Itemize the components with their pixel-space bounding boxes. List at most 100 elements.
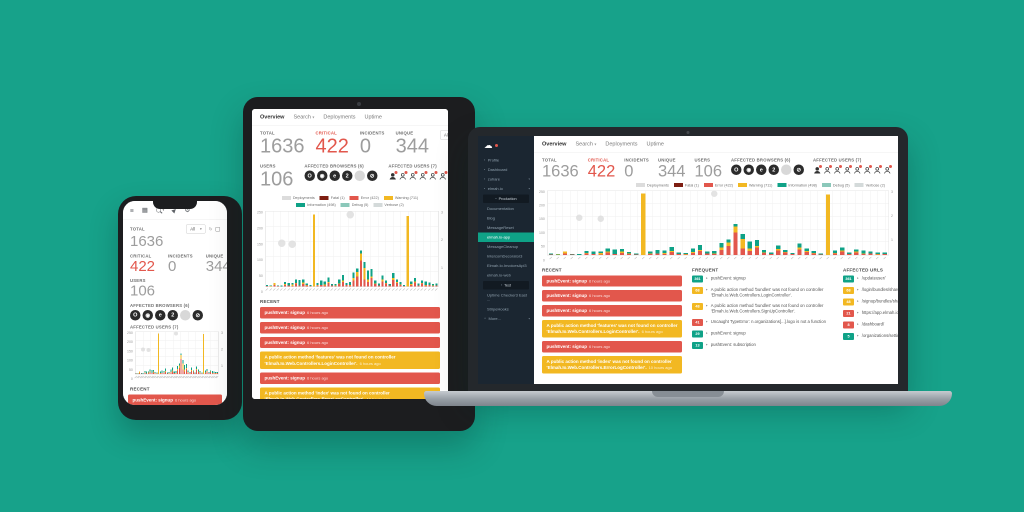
sidebar-item-documentation[interactable]: Documentation [478,204,534,214]
tab-deployments[interactable]: Deployments [605,141,638,147]
recent-incident[interactable]: pushEvent: signup 6 hours ago [128,394,222,405]
tab-search[interactable]: Search ▾ [293,114,315,120]
sidebar-item-more[interactable]: + More... ▾ [478,314,534,324]
frequent-item[interactable]: 13 ▸ pushEvent: subscription [692,341,833,350]
recent-incident[interactable]: A public action method 'features' was no… [260,351,440,370]
fullscreen-icon[interactable] [215,226,220,232]
x-tick [648,256,652,260]
legend-deployments[interactable]: Deployments [636,183,669,187]
bar-segment-error [548,254,554,255]
url-item[interactable]: 361 ▸/updateuser/ [843,275,898,283]
user-avatar[interactable] [843,165,853,175]
user-avatar[interactable] [418,171,428,181]
bar-segment-warning [605,251,610,253]
frequent-item[interactable]: 68 ▸ A public action method 'bundles' was … [692,286,833,298]
legend-information-498[interactable]: Information (498) [777,183,817,187]
url-item[interactable]: 21▸https://app.elmah.io/... [843,310,898,318]
legend-warning-711[interactable]: Warning (711) [738,183,772,187]
legend-fatal-1[interactable]: Fatal (1) [319,196,345,200]
bar-segment-warning [338,283,341,285]
sidebar-item-stripehooks[interactable]: StripeHooks [478,305,534,315]
legend-error-422[interactable]: Error (422) [349,196,379,200]
recent-incident[interactable]: A public action method 'index' was not f… [542,355,682,374]
filter-dropdown[interactable]: All ▾ [439,130,448,140]
bar-segment-information [170,369,172,372]
user-avatar[interactable] [438,171,448,181]
frequent-item[interactable]: 41 ▸ Uncaught TypeError: n.organizations[.… [692,318,833,326]
settings-icon[interactable]: ⚙ [184,206,191,214]
sidebar-item-production[interactable]: ▪ Production [483,194,529,203]
menu-icon[interactable]: ≡ [130,206,134,214]
legend-warning-711[interactable]: Warning (711) [383,196,418,200]
tab-search[interactable]: Search ▾ [575,141,597,147]
recent-incident[interactable]: pushEvent: signup 6 hours ago [542,290,682,302]
sidebar-item-intercomdecorator3[interactable]: IntercomDecorator3 [478,252,534,262]
recent-incident[interactable]: pushEvent: signup 6 hours ago [260,336,440,349]
sidebar-item-dashboard[interactable]: ▪ Dashboard [478,165,534,175]
apps-icon[interactable]: ▦ [141,206,148,214]
legend-verbose-2[interactable]: Verbose (2) [373,203,404,207]
tab-uptime[interactable]: Uptime [646,141,664,147]
filter-dropdown[interactable]: All ▾ [186,224,206,234]
legend-error-422[interactable]: Error (422) [703,183,733,187]
sidebar-item-elmah-io-invoicesapi3[interactable]: Elmah.Io.InvoicesApi3 [478,261,534,271]
bar-segment-error [882,253,887,255]
recent-incident[interactable]: pushEvent: signup 6 hours ago [542,305,682,317]
legend-information-498[interactable]: Information (498) [296,203,336,207]
tab-deployments[interactable]: Deployments [323,114,356,120]
url-item[interactable]: 8 ▸/dashboard/ [843,321,898,329]
legend-verbose-2[interactable]: Verbose (2) [854,183,885,187]
refresh-icon[interactable]: ↻ [208,226,213,232]
recent-incident[interactable]: pushEvent: signup 6 hours ago [260,321,440,334]
chart-bar [203,334,205,374]
user-avatar[interactable] [388,171,398,181]
tab-overview[interactable]: Overview [542,141,567,147]
recent-incident[interactable]: A public action method 'features' was no… [542,320,682,338]
user-avatar[interactable] [883,165,893,175]
frequent-item[interactable]: 361 ▸ pushEvent: signup [692,275,833,283]
user-avatar[interactable] [863,165,873,175]
recent-incident[interactable]: pushEvent: signup 6 hours ago [260,372,440,385]
user-avatar[interactable] [813,165,823,175]
bar-segment-information [266,285,269,286]
user-avatar[interactable] [408,171,418,181]
bar-segment-error [605,252,610,255]
sidebar-item-zuhare[interactable]: ▪ zuhare ▾ [478,175,534,185]
sidebar-item-messagereset[interactable]: MessageReset [478,223,534,233]
sidebar-logo[interactable]: ☁ [478,136,534,156]
sidebar-item-test[interactable]: ▪ Test [483,281,529,290]
sidebar-item-profile[interactable]: ▪ Profile [478,156,534,166]
recent-incident[interactable]: pushEvent: signup 6 hours ago [260,307,440,319]
recent-incident[interactable]: pushEvent: signup 6 hours ago [542,340,682,353]
tab-uptime[interactable]: Uptime [364,114,382,120]
url-item[interactable]: 68▸/login/bundles/shared [843,286,898,294]
legend-deployments[interactable]: Deployments [281,196,315,200]
user-avatar[interactable] [853,165,863,175]
user-avatar[interactable] [873,165,883,175]
recent-incident[interactable]: A public action method 'index' was not f… [260,387,440,399]
user-avatar[interactable] [833,165,843,175]
chart-bar [280,285,283,287]
frequent-item[interactable]: 48 ▸ A public action method 'bundles' was … [692,302,833,314]
sidebar-item-elmah-io-app[interactable]: elmah.io-app [478,232,534,242]
url-item[interactable]: 5▸/organizations/settings/ [843,333,898,341]
legend-fatal-1[interactable]: Fatal (1) [673,183,699,187]
frequent-item[interactable]: 29 ▸ pushEvent: signup [692,330,833,338]
chart-bar [168,372,170,374]
recent-incident[interactable]: pushEvent: signup 6 hours ago [542,275,682,287]
x-tick [691,256,695,260]
user-avatar[interactable] [823,165,833,175]
user-avatar[interactable] [398,171,408,181]
sidebar-item-blog[interactable]: Blog [478,214,534,224]
sidebar-item-elmah-io-web[interactable]: elmah.io-web [478,271,534,281]
tab-overview[interactable]: Overview [260,114,285,120]
legend-debug-5[interactable]: Debug (5) [821,183,850,187]
url-item[interactable]: 48▸/signup/bundles/shared [843,298,898,306]
legend-debug-5[interactable]: Debug (5) [340,203,368,207]
sidebar-item-uptime-checker3-east[interactable]: Uptime Checker3 East ... [478,291,534,305]
bar-segment-information [165,368,167,372]
user-avatar[interactable] [428,171,438,181]
bar-segment-information [366,270,370,280]
sidebar-item-elmah-io[interactable]: ▪ elmah.io ▾ [478,184,534,194]
sidebar-item-messagecleanup[interactable]: MessageCleanup [478,242,534,252]
